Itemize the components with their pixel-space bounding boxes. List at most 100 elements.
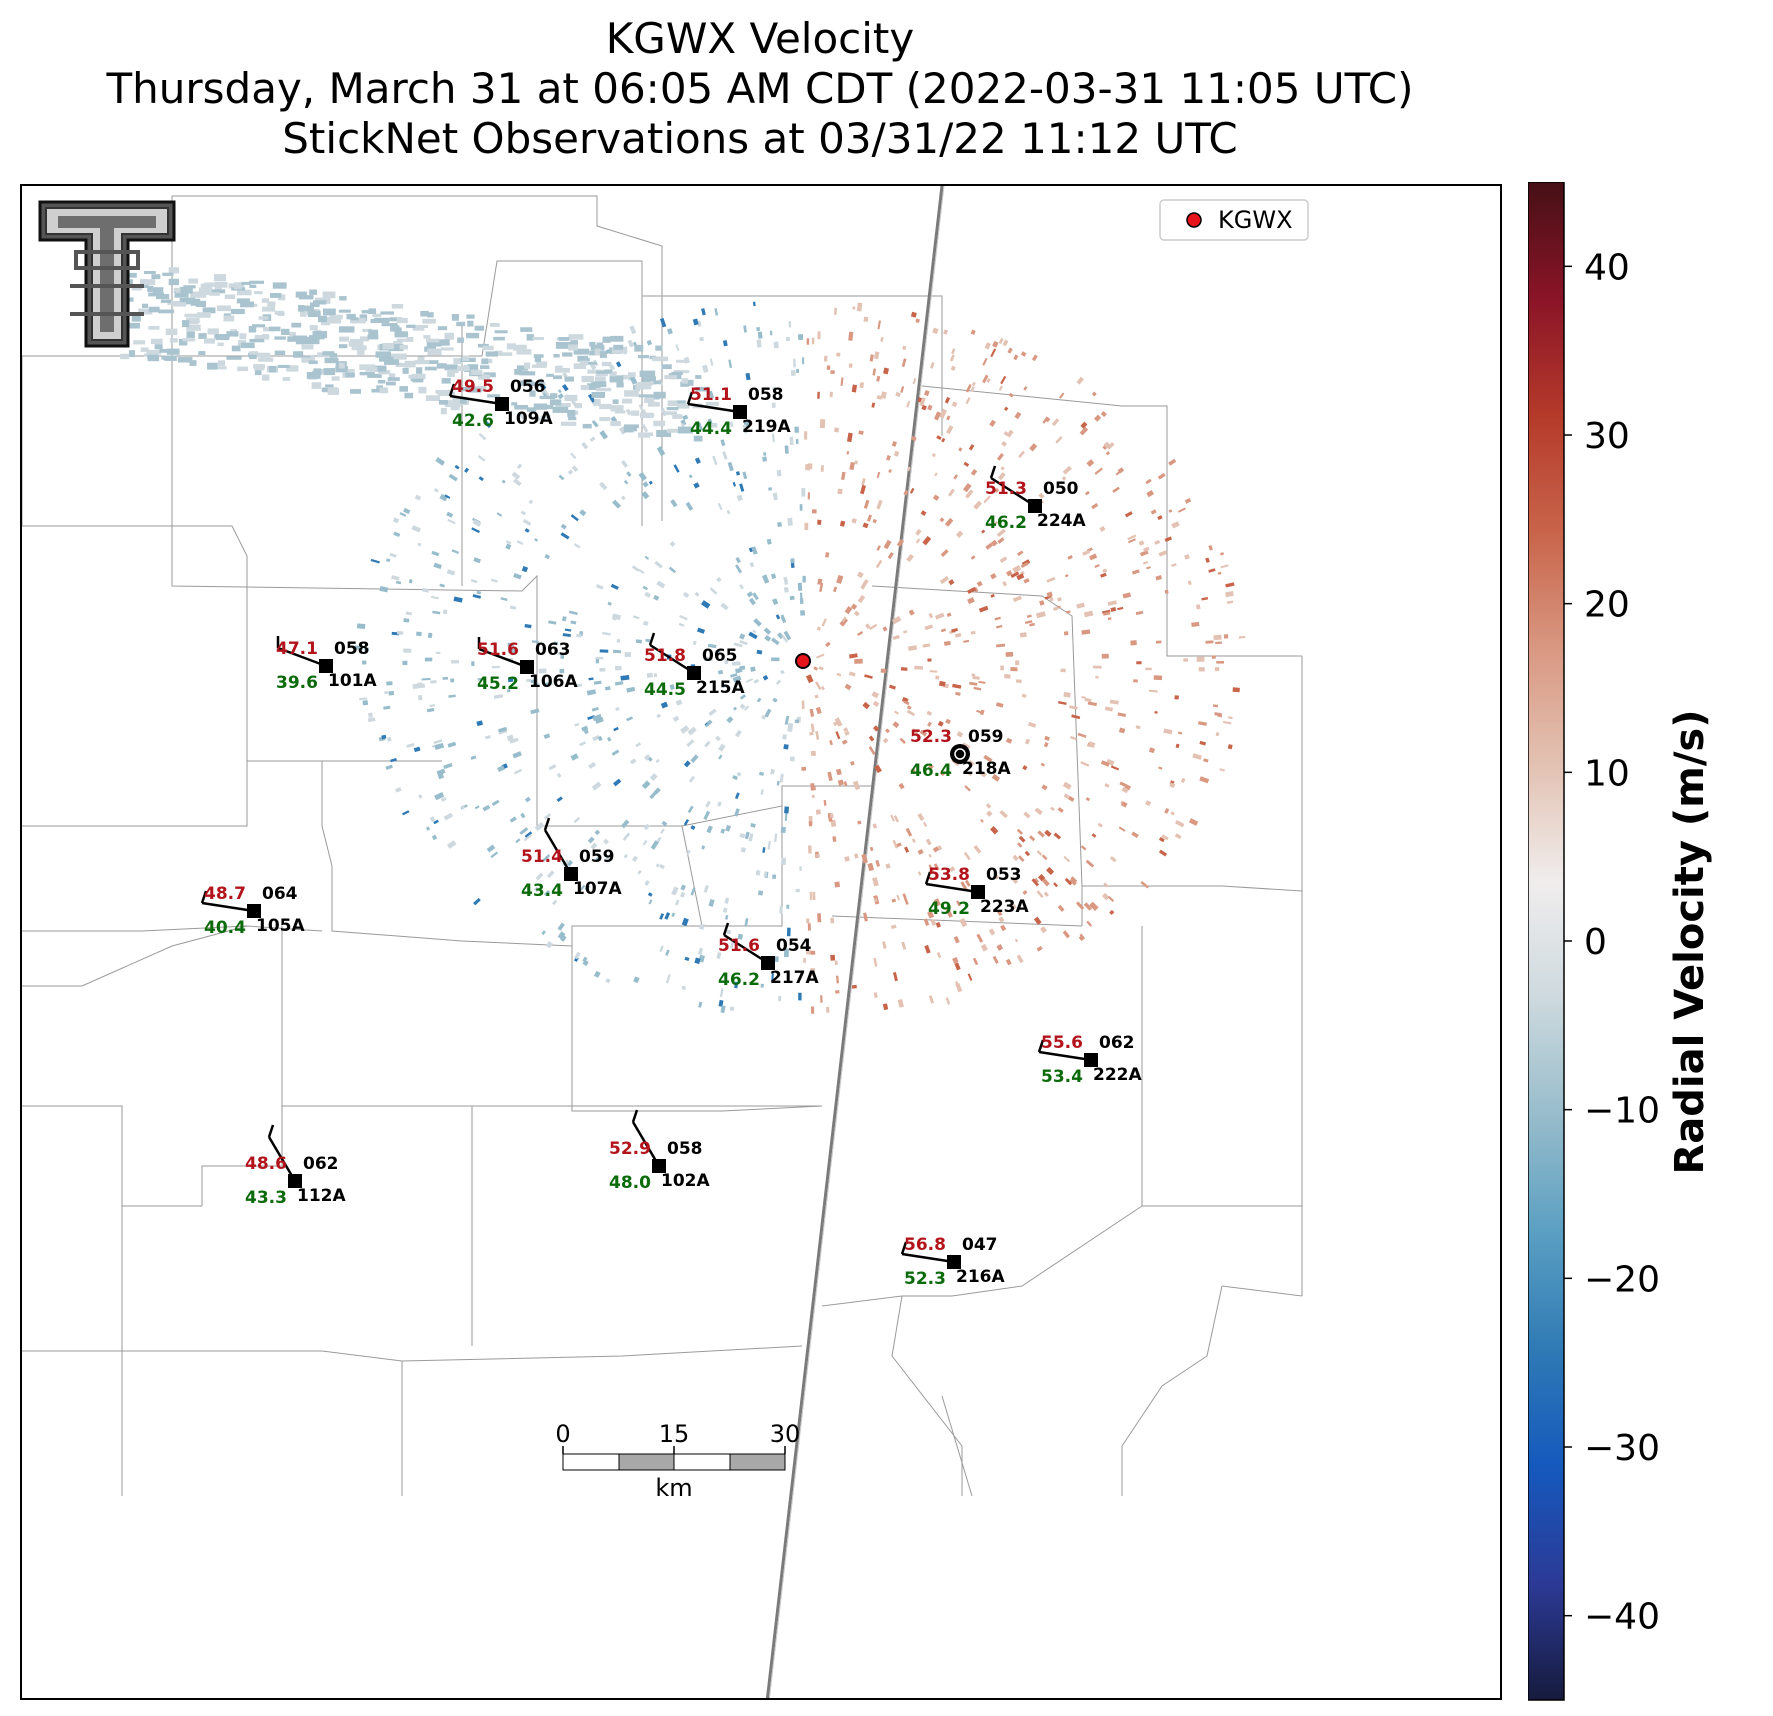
station-dewpoint: 46.4 <box>910 761 952 781</box>
figure-title: KGWX Velocity Thursday, March 31 at 06:0… <box>18 14 1502 164</box>
wind-barb-flag <box>200 890 208 904</box>
wind-barb <box>1038 1050 1092 1062</box>
station-temp: 48.6 <box>245 1154 287 1174</box>
station-code: 053 <box>986 865 1022 885</box>
station-dewpoint: 43.3 <box>245 1188 287 1208</box>
radar-velocity-returns <box>100 267 1246 1014</box>
station-temp: 55.6 <box>1041 1033 1083 1053</box>
station-id: 101A <box>328 671 377 691</box>
wind-barb-flag <box>900 1241 908 1255</box>
colorbar-tick-label: 40 <box>1584 247 1630 288</box>
station-222A: 55.6 062 53.4 222A <box>1037 1033 1142 1087</box>
wind-barb-flag <box>267 1124 275 1138</box>
station-code: 059 <box>968 727 1004 747</box>
texas-tech-logo <box>38 200 176 348</box>
station-code: 047 <box>962 1235 998 1255</box>
radar-map: 49.5 056 42.6 109A 51.1 058 44.4 219A 51.3 050 46.… <box>20 184 1502 1700</box>
legend: KGWX <box>1159 199 1309 241</box>
station-code: 058 <box>748 385 784 405</box>
station-temp: 51.6 <box>718 936 760 956</box>
wind-barb <box>723 933 769 965</box>
station-marker <box>733 405 747 419</box>
logo-accent <box>70 250 144 316</box>
station-code: 062 <box>303 1154 339 1174</box>
kgwx-radar-site <box>790 648 816 674</box>
station-219A: 51.1 058 44.4 219A <box>686 385 791 439</box>
station-marker <box>687 666 701 680</box>
station-id: 112A <box>297 1186 346 1206</box>
station-224A: 51.3 050 46.2 224A <box>985 465 1086 533</box>
colorbar-tick-label: 10 <box>1584 753 1630 794</box>
station-id: 215A <box>696 678 745 698</box>
colorbar-label: Radial Velocity (m/s) <box>1667 709 1713 1175</box>
station-105A: 48.7 064 40.4 105A <box>200 884 305 938</box>
wind-barb-flag <box>448 383 456 397</box>
radar-map-canvas: 49.5 056 42.6 109A 51.1 058 44.4 219A 51.3 050 46.… <box>22 186 1309 1698</box>
station-code: 050 <box>1043 479 1079 499</box>
station-marker <box>520 660 534 674</box>
scale-tick-15: 15 <box>659 1420 690 1448</box>
station-id: 223A <box>980 897 1029 917</box>
station-id: 105A <box>256 916 305 936</box>
station-temp: 56.8 <box>904 1235 946 1255</box>
colorbar-svg: 40 30 20 10 0 −10 −20 −30 −40 <box>1527 181 1660 1701</box>
colorbar-gradient <box>1527 181 1565 1701</box>
station-temp: 52.3 <box>910 727 952 747</box>
colorbar-tick-label: −10 <box>1584 1091 1660 1132</box>
scale-tick-30: 30 <box>770 1420 801 1448</box>
station-marker-calm <box>950 744 970 764</box>
station-id: 222A <box>1093 1065 1142 1085</box>
wind-barb-flag <box>1037 1039 1045 1053</box>
logo-core <box>58 216 156 332</box>
station-dewpoint: 40.4 <box>204 918 246 938</box>
wind-barb-flag <box>686 391 694 405</box>
title-line-2: Thursday, March 31 at 06:05 AM CDT (2022… <box>106 64 1414 113</box>
scale-seg-1 <box>562 1453 620 1471</box>
station-101A: 47.1 058 39.6 101A <box>276 636 377 693</box>
scale-seg-4 <box>729 1453 786 1471</box>
wind-barb <box>631 1121 661 1167</box>
wind-barb-flag <box>924 871 932 885</box>
station-marker <box>971 885 985 899</box>
wind-barb-flag <box>543 817 551 831</box>
station-dewpoint: 43.4 <box>521 881 563 901</box>
station-marker <box>247 904 261 918</box>
station-marker <box>652 1159 666 1173</box>
station-temp: 51.6 <box>477 640 519 660</box>
station-dewpoint: 53.4 <box>1041 1067 1083 1087</box>
station-107A: 51.4 059 43.4 107A <box>521 817 622 901</box>
station-temp: 49.5 <box>452 377 494 397</box>
station-marker <box>288 1174 302 1188</box>
station-code: 062 <box>1099 1033 1135 1053</box>
station-temp: 51.8 <box>644 646 686 666</box>
radar-site-marker <box>795 653 811 669</box>
station-code: 058 <box>334 639 370 659</box>
colorbar: 40 30 20 10 0 −10 −20 −30 −40 <box>1527 181 1773 1702</box>
station-temp: 51.4 <box>521 847 563 867</box>
station-dewpoint: 39.6 <box>276 673 318 693</box>
station-id: 217A <box>770 968 819 988</box>
station-218A: 52.3 059 46.4 218A <box>910 727 1011 781</box>
wind-barb <box>267 1136 297 1182</box>
station-temp: 51.1 <box>690 385 732 405</box>
legend-label: KGWX <box>1218 206 1293 234</box>
wind-barb-flag <box>722 922 730 936</box>
wind-barb <box>449 394 503 406</box>
station-code: 063 <box>535 640 571 660</box>
station-215A: 51.8 065 44.5 215A <box>644 632 745 700</box>
station-223A: 53.8 053 49.2 223A <box>924 865 1029 919</box>
station-code: 054 <box>776 936 812 956</box>
scale-seg-3 <box>673 1453 731 1471</box>
station-id: 102A <box>661 1171 710 1191</box>
station-marker <box>564 867 578 881</box>
station-id: 216A <box>956 1267 1005 1287</box>
wind-barb <box>901 1252 955 1264</box>
wind-barb <box>478 647 528 669</box>
wind-barb <box>201 901 255 913</box>
station-marker <box>319 659 333 673</box>
station-dewpoint: 44.5 <box>644 680 686 700</box>
wind-barb <box>925 882 979 894</box>
station-code: 059 <box>579 847 615 867</box>
legend-box <box>1159 199 1309 241</box>
station-112A: 48.6 062 43.3 112A <box>245 1124 346 1208</box>
